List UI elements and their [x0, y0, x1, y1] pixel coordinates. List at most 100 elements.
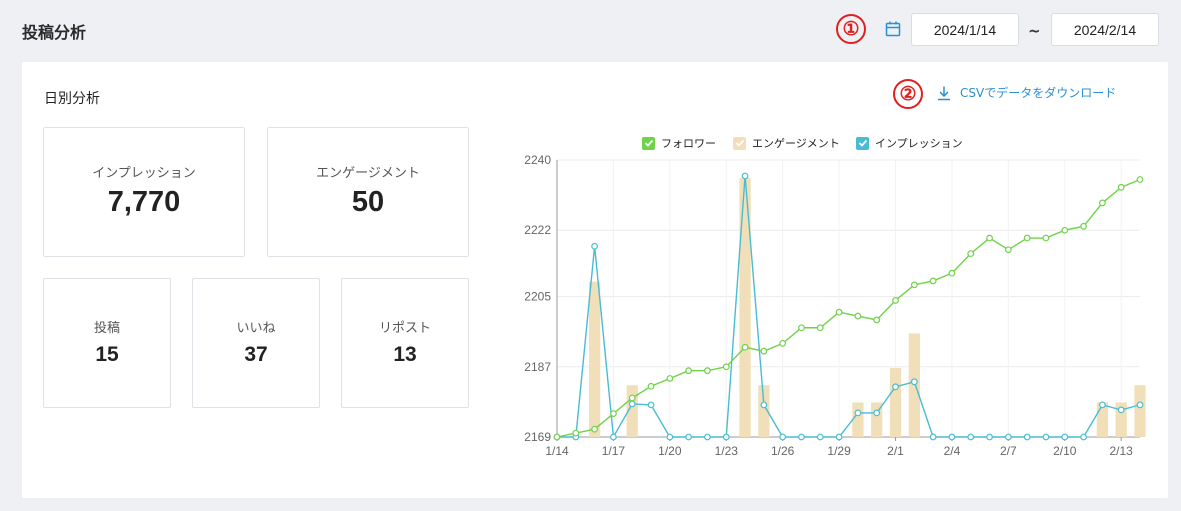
follower-point — [986, 234, 993, 242]
impression-point — [986, 433, 993, 441]
stat-label: 投稿 — [93, 321, 120, 336]
impression-point — [1117, 406, 1125, 414]
stat-card-reposts: リポスト 13 — [341, 278, 469, 408]
engagement-bar — [1134, 385, 1146, 437]
legend-item-impression[interactable]: インプレッション — [856, 135, 963, 151]
impression-point — [610, 433, 617, 441]
follower-point — [741, 343, 749, 351]
follower-point — [1042, 234, 1050, 242]
x-tick-label: 1/14 — [545, 444, 569, 458]
legend-item-follower[interactable]: フォロワー — [642, 135, 716, 151]
legend-label: エンゲージメント — [752, 137, 840, 150]
impression-point — [704, 433, 711, 441]
stat-card-posts: 投稿 15 — [43, 278, 171, 408]
impression-point — [1136, 401, 1144, 409]
follower-point — [1136, 176, 1144, 183]
engagement-bar — [871, 402, 883, 437]
date-range-separator: ~ — [1028, 22, 1041, 40]
follower-point — [1004, 246, 1012, 254]
follower-point — [722, 363, 730, 371]
stat-card-engagement: エンゲージメント 50 — [267, 127, 469, 257]
follower-point — [779, 339, 787, 347]
stat-value: 50 — [351, 186, 385, 218]
engagement-bar — [588, 281, 601, 437]
x-tick-label: 2/4 — [944, 444, 961, 458]
impression-point — [892, 383, 899, 391]
checkbox-checked-icon — [856, 136, 869, 150]
impression-point — [1098, 401, 1106, 409]
follower-point — [1098, 199, 1106, 207]
follower-series-line — [556, 178, 1141, 438]
follower-point — [553, 433, 561, 441]
impression-point — [666, 433, 674, 441]
follower-point — [929, 277, 937, 285]
follower-point — [873, 316, 881, 324]
x-tick-label: 2/10 — [1053, 444, 1077, 458]
checkbox-checked-icon — [733, 136, 746, 150]
follower-point — [910, 281, 918, 289]
impression-point — [873, 409, 881, 417]
annotation-marker-1: ① — [836, 14, 866, 44]
impression-point — [591, 242, 599, 250]
impression-point — [722, 433, 730, 441]
start-date-input[interactable]: 2024/1/14 — [911, 13, 1019, 46]
follower-point — [816, 324, 824, 332]
csv-download-link[interactable]: CSVでデータをダウンロード — [936, 84, 1116, 101]
follower-point — [892, 297, 899, 304]
engagement-bar — [1096, 402, 1109, 437]
stat-label: いいね — [236, 321, 276, 336]
follower-point — [835, 308, 843, 316]
follower-point — [572, 429, 580, 437]
follower-point — [1117, 183, 1125, 191]
engagement-bar — [758, 385, 770, 437]
legend-label: フォロワー — [661, 137, 716, 150]
x-tick-label: 1/23 — [715, 444, 739, 458]
follower-point — [948, 269, 956, 277]
impression-point — [741, 172, 749, 180]
follower-point — [1023, 234, 1031, 242]
follower-point — [628, 394, 636, 402]
follower-point — [591, 425, 599, 433]
impression-point — [1004, 433, 1012, 441]
impression-point — [1023, 433, 1031, 441]
calendar-icon[interactable] — [884, 20, 902, 38]
x-tick-label: 1/29 — [827, 444, 851, 458]
impression-series-line — [557, 175, 1141, 440]
stat-card-likes: いいね 37 — [192, 278, 320, 408]
follower-point — [1080, 222, 1087, 230]
impression-point — [760, 401, 768, 409]
follower-point — [666, 375, 674, 382]
legend-item-engagement[interactable]: エンゲージメント — [733, 135, 840, 151]
stat-label: インプレッション — [92, 166, 196, 181]
y-tick-label: 2187 — [524, 360, 551, 374]
stat-value: 37 — [244, 343, 268, 366]
impression-point — [798, 433, 805, 441]
y-tick-label: 2169 — [524, 430, 551, 444]
impression-point — [628, 400, 636, 408]
engagement-bar — [739, 178, 751, 437]
engagement-bar — [852, 402, 864, 437]
stat-card-impressions: インプレッション 7,770 — [43, 127, 245, 257]
stat-value: 7,770 — [107, 186, 181, 218]
follower-point — [685, 367, 693, 375]
x-tick-label: 1/17 — [602, 444, 626, 458]
follower-point — [967, 250, 975, 258]
engagement-bar — [1115, 402, 1127, 437]
x-tick-label: 2/13 — [1110, 444, 1134, 458]
impression-point — [1080, 433, 1087, 441]
impression-point — [647, 401, 655, 409]
legend-label: インプレッション — [875, 137, 963, 150]
impression-point — [835, 433, 843, 441]
download-icon — [938, 86, 950, 100]
end-date-input[interactable]: 2024/2/14 — [1051, 13, 1159, 46]
follower-point — [647, 382, 655, 390]
impression-point — [910, 378, 918, 386]
csv-download-label: CSVでデータをダウンロード — [960, 86, 1117, 100]
annotation-marker-2: ② — [893, 79, 923, 109]
y-tick-label: 2222 — [524, 223, 551, 237]
x-tick-label: 2/7 — [1000, 444, 1017, 458]
checkbox-checked-icon — [642, 136, 655, 150]
daily-analysis-card: 日別分析 CSVでデータをダウンロード インプレッション 7,770 エンゲージ… — [22, 62, 1168, 498]
follower-point — [854, 312, 862, 320]
impression-point — [929, 433, 937, 441]
